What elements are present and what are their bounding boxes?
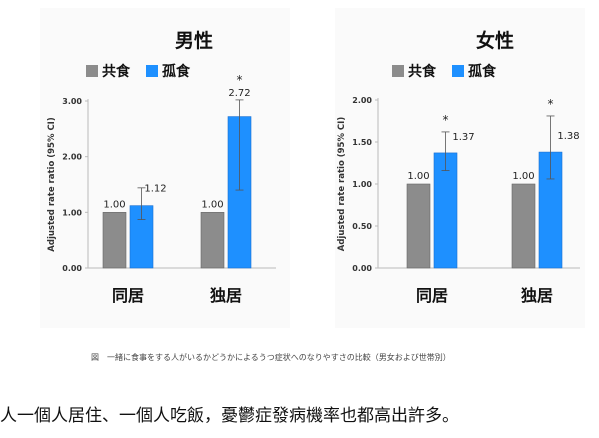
female-y-tick-label-4: 2.00	[352, 96, 372, 105]
male-value-label-0-1: 1.00	[201, 199, 223, 210]
translated-text-line: 人一個人居住、一個人吃飯，憂鬱症發病機率也都高出許多。	[0, 406, 459, 426]
female-y-tick-label-1: 0.50	[352, 222, 372, 231]
male-value-label-1-0: 1.12	[144, 184, 166, 195]
female-bar-0-1	[511, 183, 536, 269]
male-y-tick-label-0: 0.00	[62, 264, 82, 273]
male-legend-swatch-0	[86, 65, 98, 77]
male-bar-0-1	[200, 212, 225, 269]
female-value-label-1-0: 1.37	[452, 132, 474, 143]
male-category-label-0: 同居	[112, 286, 144, 305]
female-legend-label-1: 孤食	[468, 63, 497, 80]
female-value-label-0-1: 1.00	[512, 171, 534, 182]
female-legend-swatch-1	[452, 65, 464, 77]
figure-caption: 図 一緒に食事をする人がいるかどうかによるうつ症状へのなりやすさの比較（男女およ…	[91, 353, 451, 362]
female-legend-swatch-0	[392, 65, 404, 77]
female-chart-title: 女性	[476, 29, 514, 52]
male-bar-0-0	[102, 212, 127, 269]
male-category-label-1: 独居	[210, 286, 242, 305]
male-chart-title: 男性	[175, 29, 213, 52]
female-significance-mark-1: *	[548, 97, 554, 111]
female-value-label-0-0: 1.00	[407, 171, 429, 182]
female-y-tick-label-2: 1.00	[352, 180, 372, 189]
female-legend-label-0: 共食	[408, 63, 437, 80]
female-significance-mark-0: *	[443, 113, 449, 127]
male-y-tick-label-3: 3.00	[62, 97, 82, 106]
female-y-tick-label-0: 0.00	[352, 264, 372, 273]
male-legend-label-1: 孤食	[162, 63, 191, 80]
male-legend-swatch-1	[146, 65, 158, 77]
male-significance-mark-0: *	[237, 73, 243, 87]
female-y-tick-label-3: 1.50	[352, 138, 372, 147]
male-y-tick-label-2: 2.00	[62, 153, 82, 162]
female-value-label-1-1: 1.38	[557, 131, 579, 142]
male-legend-label-0: 共食	[102, 63, 131, 80]
male-value-label-1-1: 2.72	[228, 88, 250, 99]
male-y-tick-label-1: 1.00	[62, 208, 82, 217]
female-category-label-1: 独居	[521, 286, 553, 305]
female-category-label-0: 同居	[416, 286, 448, 305]
female-bar-0-0	[406, 183, 431, 269]
male-y-axis-label: Adjusted rate ratio (95% CI)	[47, 117, 57, 252]
male-value-label-0-0: 1.00	[103, 199, 125, 210]
female-y-axis-label: Adjusted rate ratio (95% CI)	[337, 117, 347, 252]
